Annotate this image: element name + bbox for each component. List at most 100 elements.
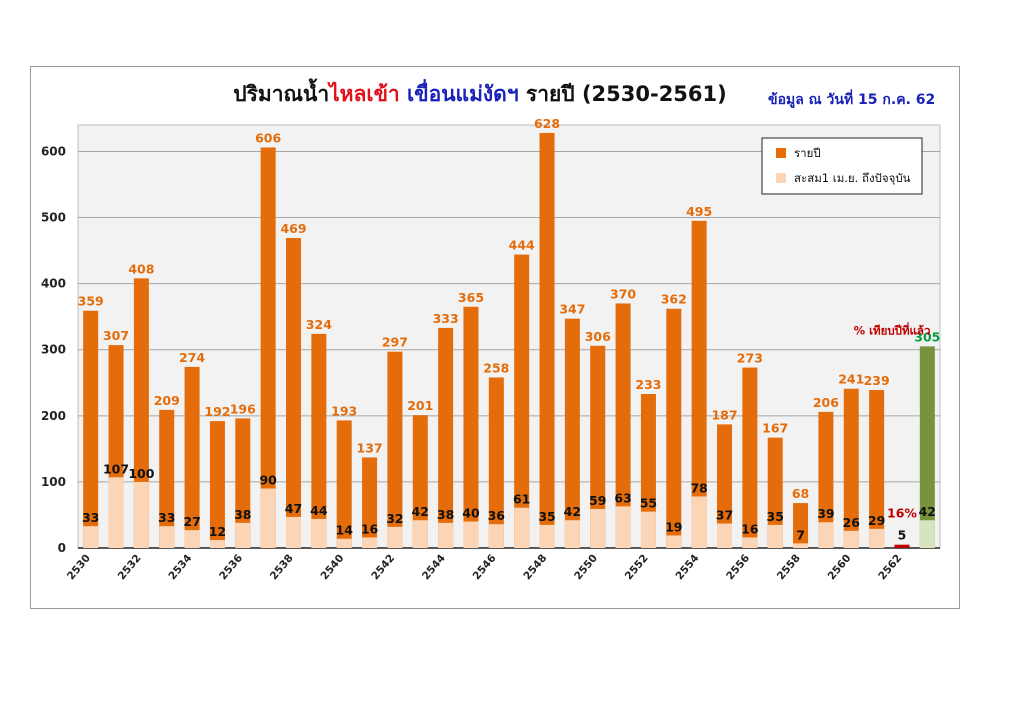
bar-annual [793,503,809,548]
bar-annual [387,351,403,548]
x-tick-label: 2548 [521,552,549,582]
cumulative-value-label: 35 [538,509,555,524]
bar-cumulative [209,540,225,548]
annual-value-label: 193 [331,403,357,418]
cumulative-value-label: 59 [589,493,606,508]
bar-cumulative [463,521,479,548]
annual-value-label: 201 [407,398,433,413]
bar-cumulative [83,526,99,548]
annual-value-label: 628 [534,116,560,131]
bar-cumulative [793,543,809,548]
annual-value-label: 324 [306,317,332,332]
bar-annual [133,278,149,548]
y-tick-label: 300 [41,343,66,357]
bar-cumulative [615,506,631,548]
cumulative-value-label: 47 [285,501,302,516]
cumulative-value-label: 38 [437,507,454,522]
bar-annual [311,333,327,548]
bar-cumulative [235,522,251,548]
cumulative-value-label: 27 [183,514,200,529]
bar-cumulative [108,477,124,548]
cumulative-value-label: 16 [741,521,759,536]
bar-cumulative [666,535,682,548]
title-part-4: รายปี (2530-2561) [525,82,727,106]
bar-annual [615,303,631,548]
bar-cumulative [717,523,732,548]
bar-annual [767,437,783,548]
bar-annual [362,457,378,548]
annual-value-label: 137 [357,440,383,455]
annual-value-label: 206 [813,395,839,410]
annual-value-label: 192 [204,404,230,419]
bar-cumulative [514,507,530,548]
bar-cumulative [387,526,403,548]
annual-value-label: 306 [585,329,611,344]
bar-cumulative [412,520,428,548]
bar-annual [818,411,834,548]
x-tick-label: 2562 [876,552,904,582]
bar-cumulative [488,524,504,548]
bar-cumulative [843,530,859,548]
bar-annual [539,132,555,548]
cumulative-value-label: 37 [716,508,733,523]
bar-cumulative [159,526,175,548]
legend-swatch-annual [776,148,786,158]
bar-annual [666,308,682,548]
cumulative-value-label: 42 [412,504,429,519]
annual-value-label: 187 [711,407,737,422]
cumulative-value-label: 61 [513,492,530,507]
cumulative-value-label: 16 [361,521,379,536]
annual-value-label: 495 [686,204,712,219]
cumulative-value-label: 32 [386,511,403,526]
cumulative-value-label: 35 [767,509,784,524]
bar-cumulative [919,520,935,548]
cumulative-value-label: 40 [462,506,480,521]
x-tick-label: 2534 [166,552,194,582]
cumulative-value-label: 5 [898,528,907,543]
bar-cumulative [818,522,834,548]
cumulative-value-label: 78 [690,480,707,495]
bar-annual [286,238,301,548]
y-tick-label: 600 [41,144,66,158]
bar-cumulative [184,530,200,548]
x-tick-label: 2556 [724,552,752,582]
y-tick-label: 100 [41,475,66,489]
bar-annual [717,424,732,548]
cumulative-value-label: 42 [564,504,581,519]
annual-value-label: 365 [458,290,484,305]
bar-annual [514,254,530,548]
bar-annual [83,310,99,548]
cumulative-value-label: 44 [310,503,328,518]
legend-label-annual: รายปี [794,146,821,160]
bar-annual [640,394,656,548]
cumulative-value-label: 63 [614,490,631,505]
x-tick-label: 2530 [65,552,93,582]
bar-cumulative [742,537,758,548]
bar-annual [235,418,251,548]
annual-value-label: 297 [382,335,408,350]
annual-value-label: 241 [838,372,864,387]
bar-cumulative [640,511,656,548]
cumulative-value-label: 55 [640,496,657,511]
annual-value-label: 274 [179,350,205,365]
cumulative-value-label: 14 [336,523,354,538]
cumulative-value-label: 19 [665,519,682,534]
x-tick-label: 2542 [369,552,397,582]
bar-cumulative [286,516,301,548]
x-tick-label: 2536 [217,552,245,582]
bar-annual [742,367,758,548]
percent-label: 16% [887,506,917,521]
bar-annual [184,366,200,548]
bar-annual [209,421,225,548]
bar-annual [691,220,707,548]
cumulative-value-label: 38 [234,507,251,522]
y-tick-label: 400 [41,277,66,291]
bar-annual [159,409,175,548]
y-tick-label: 200 [41,409,66,423]
annual-value-label: 469 [280,221,306,236]
cumulative-value-label: 107 [103,461,129,476]
cumulative-value-label: 12 [209,524,226,539]
x-tick-label: 2540 [319,552,347,582]
cumulative-value-label: 100 [128,466,154,481]
